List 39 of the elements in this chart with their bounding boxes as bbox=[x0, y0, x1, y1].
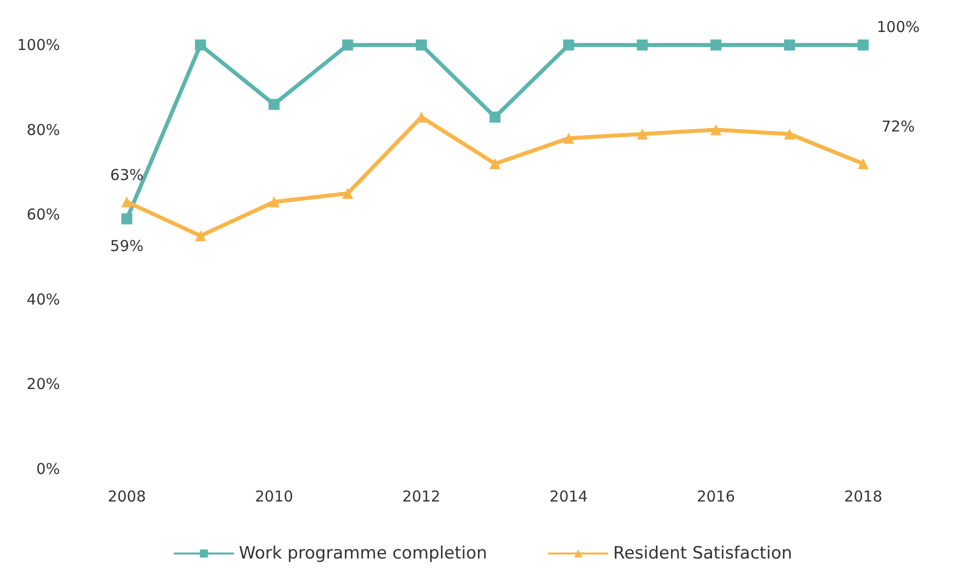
x-tick-label: 2012 bbox=[402, 488, 440, 506]
point bbox=[194, 230, 206, 242]
y-tick-label: 20% bbox=[26, 375, 60, 394]
point bbox=[858, 40, 869, 50]
point bbox=[490, 158, 500, 170]
legend-label: Work programme completion bbox=[238, 544, 488, 564]
point bbox=[710, 40, 722, 50]
x-tick-label: 2010 bbox=[254, 488, 294, 506]
data-label: 63% bbox=[110, 166, 144, 184]
x-tick-label: 2008 bbox=[108, 488, 146, 506]
point bbox=[342, 40, 354, 50]
point bbox=[858, 158, 869, 170]
y-tick-label: 0% bbox=[36, 460, 60, 478]
y-tick-label: 100% bbox=[17, 36, 60, 54]
point bbox=[490, 112, 500, 123]
data-label: 72% bbox=[882, 118, 915, 136]
point bbox=[268, 196, 280, 208]
point bbox=[784, 40, 796, 50]
point bbox=[636, 40, 648, 50]
point bbox=[710, 124, 722, 136]
y-tick-label: 60% bbox=[26, 206, 60, 224]
point bbox=[563, 132, 574, 144]
x-tick-label: 2016 bbox=[696, 488, 736, 506]
point bbox=[121, 196, 132, 208]
point bbox=[342, 188, 354, 199]
point bbox=[194, 40, 206, 50]
point bbox=[563, 40, 574, 50]
x-tick-label: 2018 bbox=[844, 488, 882, 506]
x-tick-label: 2014 bbox=[550, 488, 588, 506]
y-tick-label: 40% bbox=[26, 290, 60, 308]
legend-label: Resident Satisfaction bbox=[613, 544, 792, 564]
point bbox=[636, 128, 648, 140]
y-tick-label: 80% bbox=[26, 120, 60, 139]
point bbox=[416, 40, 427, 50]
data-label: 59% bbox=[110, 236, 144, 255]
point bbox=[121, 213, 132, 224]
data-label: 100% bbox=[876, 18, 920, 36]
point bbox=[268, 98, 280, 110]
point bbox=[784, 128, 796, 140]
